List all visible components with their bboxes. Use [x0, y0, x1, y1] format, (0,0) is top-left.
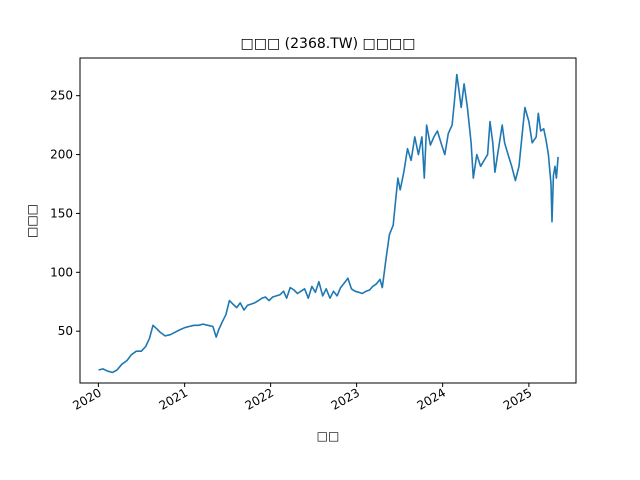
y-tick-label: 250 — [50, 89, 73, 103]
y-tick-label: 150 — [50, 206, 73, 220]
plot-area — [98, 73, 559, 374]
y-tick-label: 100 — [50, 265, 73, 279]
y-tick-label: 50 — [58, 324, 73, 338]
y-tick-label: 200 — [50, 148, 73, 162]
y-axis-label: □□□ — [25, 204, 39, 238]
chart-title: □□□ (2368.TW) □□□□ — [241, 36, 416, 52]
x-axis-label: □□ — [317, 429, 340, 443]
axes-frame — [79, 57, 577, 384]
y-axis: 50 100 150 200 250 — [50, 89, 80, 338]
price-line-series-0 — [98, 73, 559, 374]
